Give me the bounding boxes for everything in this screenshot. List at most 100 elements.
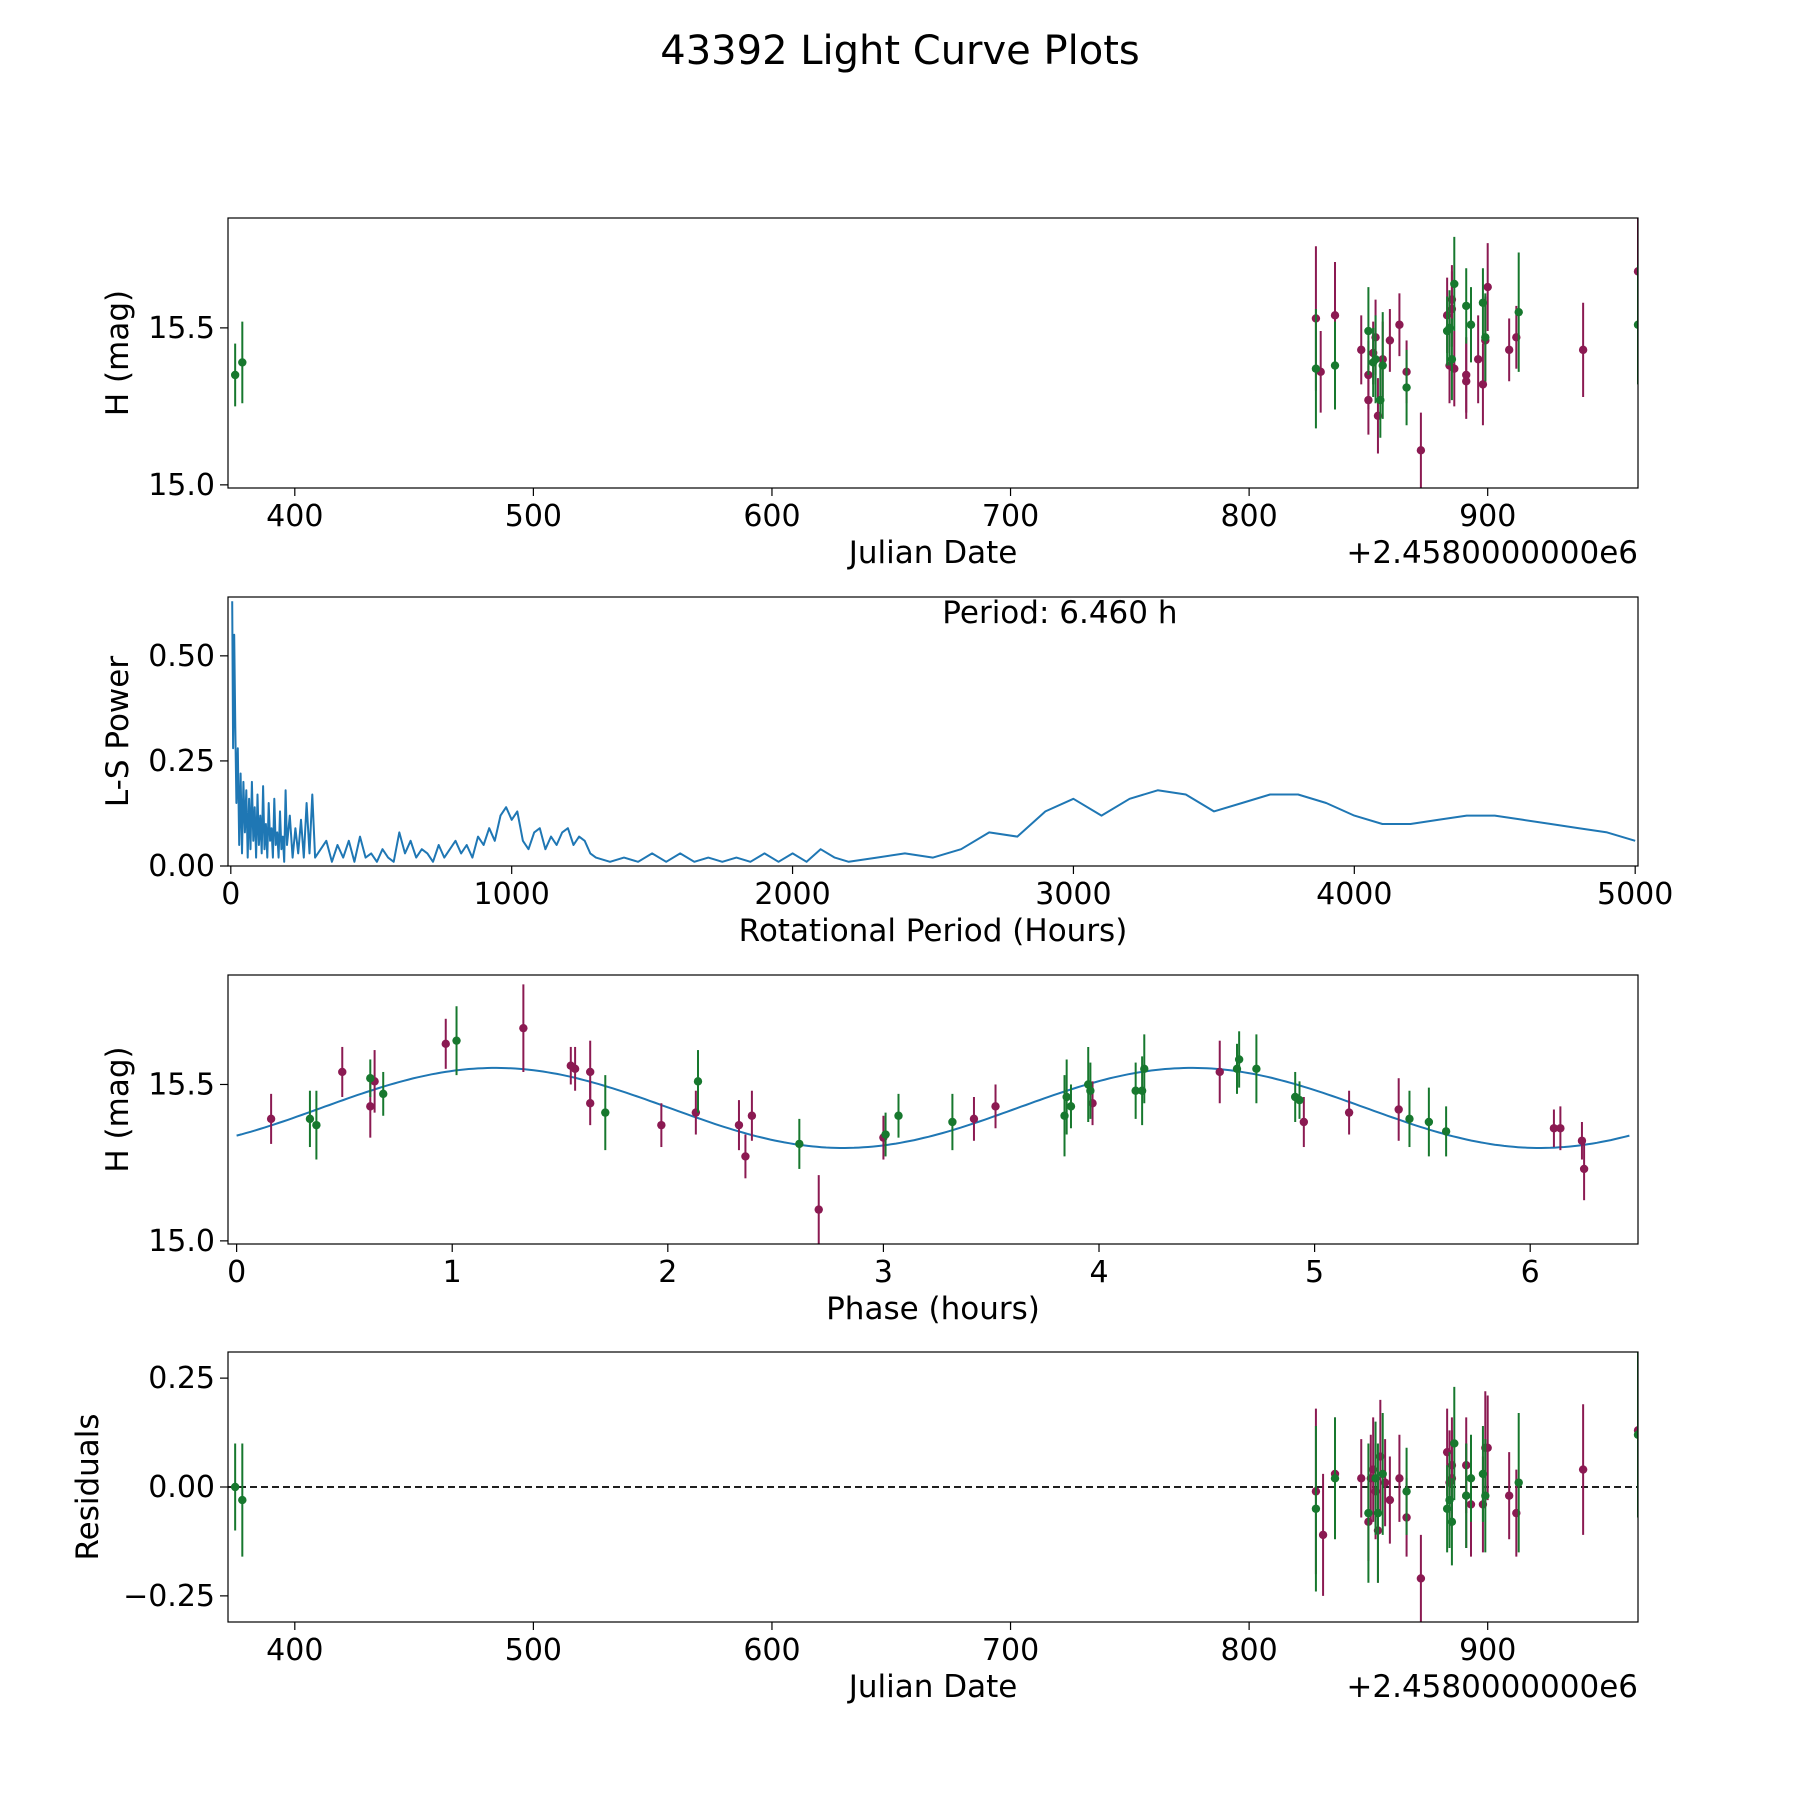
panel-resid: 400 500 600 700 800 900 −0.25 0.00 0.25 Julian Da… [70, 1351, 1639, 1705]
period-annotation: Period: 6.460 h [942, 595, 1177, 631]
x-tick-label: 0 [227, 1255, 246, 1290]
data-point [1462, 370, 1471, 380]
data-point [814, 1205, 823, 1214]
data-point [1086, 1086, 1095, 1095]
data-point [441, 1039, 450, 1049]
data-point [338, 1067, 347, 1077]
plot-area [230, 218, 1638, 488]
y-axis-label: Residuals [70, 1413, 106, 1560]
y-tick-label: −0.25 [123, 1579, 215, 1614]
data-point [305, 1114, 315, 1124]
panel-ls: 0 1000 2000 3000 4000 5000 0.00 0.25 0.50 Rotatio… [100, 595, 1673, 949]
data-point [1514, 307, 1523, 317]
x-tick-label: 2000 [754, 877, 830, 912]
data-point [1395, 1474, 1404, 1483]
x-axis-label: Julian Date [847, 535, 1018, 571]
data-point [1466, 1474, 1476, 1483]
data-point [1466, 320, 1476, 329]
data-point [1514, 1478, 1523, 1487]
x-tick-label: 700 [982, 1633, 1039, 1668]
data-point [1318, 1530, 1328, 1540]
x-tick-label: 400 [266, 499, 323, 534]
data-point [734, 1120, 744, 1130]
data-point [1357, 1474, 1366, 1483]
data-point [1385, 1495, 1395, 1505]
x-tick-label: 900 [1459, 1633, 1516, 1668]
axes-frame [227, 217, 1639, 489]
data-point [1311, 364, 1321, 373]
data-point [366, 1074, 375, 1083]
data-point [519, 1023, 528, 1033]
x-tick-label: 900 [1459, 499, 1516, 534]
y-tick-label: 0.25 [148, 744, 215, 779]
y-tick-label: 0.25 [148, 1361, 215, 1396]
data-point [1405, 1114, 1414, 1124]
figure-title: 43392 Light Curve Plots [660, 28, 1140, 74]
plot-area [228, 1352, 1638, 1622]
data-point [452, 1036, 461, 1045]
x-axis-label: Phase (hours) [826, 1291, 1040, 1327]
data-point [741, 1152, 750, 1161]
data-point [312, 1120, 321, 1130]
data-point [1364, 326, 1373, 336]
plot-area [231, 601, 1636, 863]
x-tick-label: 1 [443, 1255, 462, 1290]
axes-frame [227, 974, 1639, 1245]
x-axis-label: Julian Date [847, 1669, 1018, 1705]
data-point [1578, 345, 1588, 355]
data-point [1378, 361, 1387, 370]
x-tick-label: 400 [266, 1633, 323, 1668]
data-point [1364, 395, 1373, 405]
data-point [1447, 355, 1457, 364]
data-point [1378, 1469, 1387, 1479]
x-tick-label: 1000 [474, 877, 550, 912]
data-point [693, 1077, 703, 1086]
data-point [1364, 1508, 1373, 1518]
data-point [1462, 1491, 1471, 1500]
data-point [366, 1102, 375, 1111]
y-tick-label: 0.00 [148, 1470, 215, 1505]
y-tick-label: 15.0 [148, 468, 215, 503]
plot-area [236, 984, 1630, 1244]
data-point [795, 1139, 804, 1149]
x-tick-label: 600 [743, 1633, 800, 1668]
x-tick-label: 5000 [1597, 877, 1673, 912]
data-point [1395, 320, 1404, 329]
x-tick-label: 800 [1220, 1633, 1277, 1668]
data-point [1140, 1064, 1149, 1074]
data-point [1441, 1127, 1451, 1136]
data-point [1295, 1095, 1304, 1105]
data-point [238, 358, 247, 367]
data-point [1579, 1164, 1589, 1174]
data-point [379, 1089, 388, 1099]
data-point [1462, 301, 1471, 311]
data-point [1450, 279, 1459, 289]
data-point [1330, 361, 1340, 370]
data-point [1311, 1504, 1321, 1513]
data-point [586, 1067, 595, 1077]
data-point [1473, 355, 1483, 364]
data-point [1447, 1517, 1457, 1527]
data-point [894, 1111, 903, 1120]
data-point [1330, 1474, 1340, 1483]
data-point [1633, 320, 1638, 329]
data-point [230, 370, 240, 380]
data-point [1416, 446, 1426, 455]
y-tick-label: 15.5 [148, 1067, 215, 1102]
data-point [1066, 1102, 1076, 1111]
data-point [969, 1114, 979, 1124]
data-point [1578, 1465, 1588, 1474]
data-point [1344, 1108, 1354, 1117]
y-tick-label: 15.0 [148, 1224, 215, 1259]
axes-frame [227, 596, 1639, 867]
data-point [948, 1117, 957, 1127]
data-point [1299, 1117, 1309, 1127]
y-tick-label: 15.5 [148, 311, 215, 346]
x-tick-label: 3000 [1035, 877, 1111, 912]
y-tick-label: 0.50 [148, 639, 215, 674]
data-point [1131, 1086, 1140, 1095]
data-point [1385, 336, 1395, 345]
data-point [1402, 383, 1411, 392]
x-tick-label: 3 [874, 1255, 893, 1290]
